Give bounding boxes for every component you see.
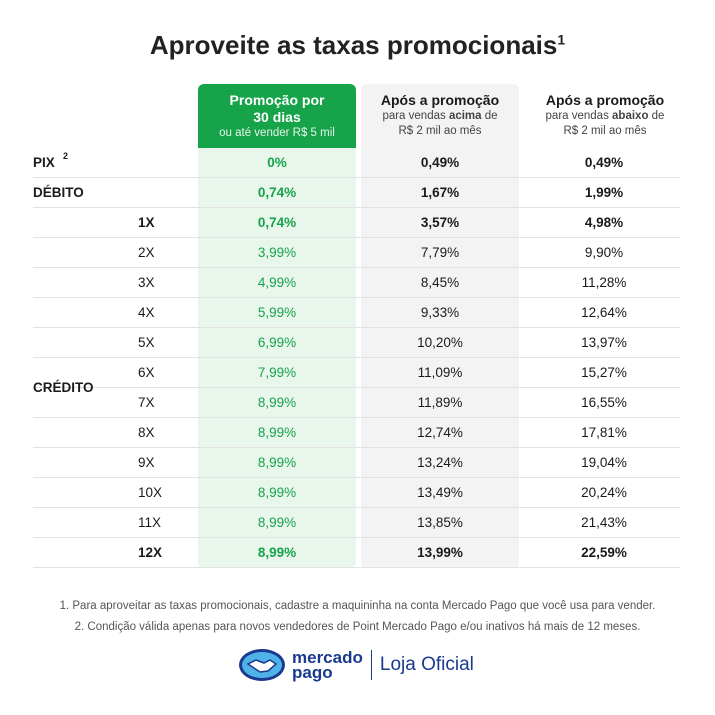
table-row: 4X 5,99% 9,33% 12,64% bbox=[33, 298, 680, 328]
mercado-pago-logo: mercado pago Loja Oficial bbox=[238, 648, 474, 682]
rate-cell: 11,89% bbox=[417, 395, 463, 410]
rate-cell: 4,99% bbox=[257, 275, 297, 290]
rate-cell: 7,79% bbox=[420, 245, 460, 260]
installment-label: 7X bbox=[138, 395, 155, 410]
table-row: 9X 8,99% 13,24% 19,04% bbox=[33, 448, 680, 478]
footnote-2: 2. Condição válida apenas para novos ven… bbox=[74, 621, 641, 633]
rate-cell: 5,99% bbox=[257, 305, 297, 320]
rate-cell: 8,45% bbox=[420, 275, 460, 290]
table-row: DÉBITO 0,74% 1,67% 1,99% bbox=[33, 178, 680, 208]
rates-table: PIX 2 0% 0,49% 0,49% DÉBITO 0,74% 1,67% 1,99% 1X 0… bbox=[33, 148, 680, 568]
rate-cell: 0% bbox=[267, 155, 287, 170]
rate-cell: 1,99% bbox=[584, 185, 624, 200]
table-row: 10X 8,99% 13,49% 20,24% bbox=[33, 478, 680, 508]
handshake-icon bbox=[239, 649, 285, 681]
installment-label: 11X bbox=[138, 515, 162, 530]
row-label: PIX bbox=[33, 155, 55, 170]
rate-cell: 8,99% bbox=[257, 545, 297, 560]
rate-cell: 21,43% bbox=[581, 515, 627, 530]
installment-label: 3X bbox=[138, 275, 155, 290]
rate-cell: 4,98% bbox=[584, 215, 624, 230]
table-row: 1X 0,74% 3,57% 4,98% bbox=[33, 208, 680, 238]
above-column-bg bbox=[361, 84, 519, 568]
rate-cell: 13,49% bbox=[417, 485, 463, 500]
rate-cell: 11,28% bbox=[581, 275, 627, 290]
installment-label: 6X bbox=[138, 365, 155, 380]
rate-cell: 8,99% bbox=[257, 455, 297, 470]
row-label: DÉBITO bbox=[33, 185, 84, 200]
rate-cell: 11,09% bbox=[417, 365, 463, 380]
rate-cell: 19,04% bbox=[581, 455, 627, 470]
rate-cell: 22,59% bbox=[581, 545, 627, 560]
rate-cell: 15,27% bbox=[581, 365, 627, 380]
rate-cell: 12,74% bbox=[417, 425, 463, 440]
rate-cell: 1,67% bbox=[420, 185, 460, 200]
installment-label: 2X bbox=[138, 245, 155, 260]
table-row: 11X 8,99% 13,85% 21,43% bbox=[33, 508, 680, 538]
installment-label: 1X bbox=[138, 215, 155, 230]
rate-cell: 9,33% bbox=[420, 305, 460, 320]
header-promo: Promoção por 30 dias ou até vender R$ 5 … bbox=[198, 84, 356, 148]
rate-cell: 13,97% bbox=[581, 335, 627, 350]
table-row: 2X 3,99% 7,79% 9,90% bbox=[33, 238, 680, 268]
table-row: 6X 7,99% 11,09% 15,27% bbox=[33, 358, 680, 388]
rate-cell: 8,99% bbox=[257, 395, 297, 410]
rate-cell: 16,55% bbox=[581, 395, 627, 410]
rate-cell: 0,74% bbox=[257, 215, 297, 230]
promo-column-bg bbox=[198, 84, 356, 568]
installment-label: 4X bbox=[138, 305, 155, 320]
rate-cell: 3,57% bbox=[420, 215, 460, 230]
footnote-1: 1. Para aproveitar as taxas promocionais… bbox=[59, 600, 656, 612]
table-row: 8X 8,99% 12,74% 17,81% bbox=[33, 418, 680, 448]
table-row: PIX 2 0% 0,49% 0,49% bbox=[33, 148, 680, 178]
rate-cell: 13,24% bbox=[417, 455, 463, 470]
divider bbox=[370, 650, 372, 680]
installment-label: 12X bbox=[138, 545, 163, 560]
header-above: Após a promoção para vendas acima de R$ … bbox=[380, 92, 500, 137]
rate-cell: 0,49% bbox=[584, 155, 624, 170]
rate-cell: 20,24% bbox=[581, 485, 627, 500]
rate-cell: 7,99% bbox=[257, 365, 297, 380]
rate-cell: 0,74% bbox=[257, 185, 297, 200]
table-row: 5X 6,99% 10,20% 13,97% bbox=[33, 328, 680, 358]
rate-cell: 6,99% bbox=[257, 335, 297, 350]
rate-cell: 17,81% bbox=[581, 425, 627, 440]
rate-cell: 9,90% bbox=[584, 245, 624, 260]
rate-cell: 13,85% bbox=[417, 515, 463, 530]
installment-label: 9X bbox=[138, 455, 155, 470]
rate-cell: 12,64% bbox=[581, 305, 627, 320]
rate-cell: 0,49% bbox=[420, 155, 460, 170]
installment-label: 5X bbox=[138, 335, 155, 350]
footnotes: 1. Para aproveitar as taxas promocionais… bbox=[0, 596, 715, 638]
installment-label: 10X bbox=[138, 485, 163, 500]
credito-label: CRÉDITO bbox=[33, 380, 94, 395]
page-title: Aproveite as taxas promocionais1 bbox=[149, 30, 566, 60]
rate-cell: 8,99% bbox=[257, 485, 297, 500]
rate-cell: 13,99% bbox=[417, 545, 463, 560]
row-label-sup: 2 bbox=[63, 151, 69, 161]
rate-cell: 8,99% bbox=[257, 515, 297, 530]
table-row: 3X 4,99% 8,45% 11,28% bbox=[33, 268, 680, 298]
rate-cell: 10,20% bbox=[417, 335, 463, 350]
installment-label: 8X bbox=[138, 425, 155, 440]
rate-cell: 3,99% bbox=[257, 245, 297, 260]
table-row: 12X 8,99% 13,99% 22,59% bbox=[33, 538, 680, 568]
table-row: 7X 8,99% 11,89% 16,55% bbox=[33, 388, 680, 418]
header-below: Após a promoção para vendas abaixo de R$… bbox=[545, 92, 665, 137]
rate-cell: 8,99% bbox=[257, 425, 297, 440]
